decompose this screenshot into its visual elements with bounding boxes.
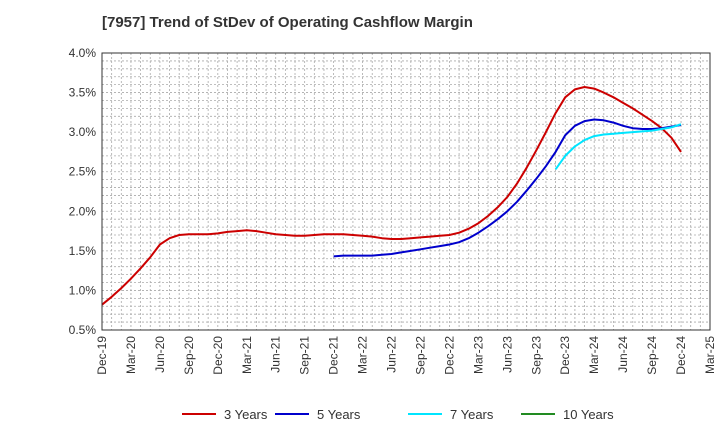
x-tick-label: Sep-24 (645, 336, 659, 375)
x-tick-label: Mar-25 (703, 336, 717, 374)
plot-border (101, 52, 711, 331)
x-tick-label: Jun-23 (500, 336, 514, 373)
x-tick-label: Sep-21 (298, 336, 312, 375)
x-tick-label: Sep-22 (413, 336, 427, 375)
y-tick-label: 3.0% (69, 125, 97, 139)
x-tick-label: Jun-24 (616, 336, 630, 373)
y-axis-ticks: 0.5% 1.0% 1.5% 2.0% 2.5% 3.0% 3.5% 4.0% (69, 46, 97, 337)
x-axis-ticks: Dec-19 Mar-20 Jun-20 Sep-20 Dec-20 Mar-21 Jun-… (95, 336, 717, 375)
y-tick-label: 2.0% (69, 204, 97, 218)
legend: 3 Years 5 Years 7 Years 10 Years (182, 407, 614, 422)
x-tick-label: Sep-20 (182, 336, 196, 375)
x-tick-label: Mar-24 (587, 336, 601, 374)
x-tick-label: Dec-24 (674, 336, 688, 375)
x-tick-label: Dec-23 (558, 336, 572, 375)
x-tick-label: Jun-20 (153, 336, 167, 373)
x-tick-label: Jun-21 (269, 336, 283, 373)
y-tick-label: 4.0% (69, 46, 97, 60)
series-line (101, 86, 682, 306)
legend-label: 10 Years (563, 407, 614, 422)
y-tick-label: 2.5% (69, 165, 97, 179)
x-tick-label: Dec-19 (95, 336, 109, 375)
y-tick-label: 3.5% (69, 86, 97, 100)
x-tick-label: Mar-22 (356, 336, 370, 374)
x-tick-label: Jun-22 (385, 336, 399, 373)
y-tick-label: 1.5% (69, 244, 97, 258)
plot-area (102, 53, 710, 330)
x-tick-label: Dec-20 (211, 336, 225, 375)
x-tick-label: Sep-23 (529, 336, 543, 375)
series-line (333, 118, 682, 258)
legend-label: 7 Years (450, 407, 494, 422)
chart-title: [7957] Trend of StDev of Operating Cashf… (102, 14, 473, 31)
grid-lines (102, 53, 710, 330)
series-line (554, 123, 682, 170)
x-tick-label: Mar-21 (240, 336, 254, 374)
legend-label: 3 Years (224, 407, 268, 422)
legend-label: 5 Years (317, 407, 361, 422)
x-tick-label: Mar-20 (124, 336, 138, 374)
y-tick-label: 1.0% (69, 283, 97, 297)
x-tick-label: Dec-22 (442, 336, 456, 375)
x-tick-label: Mar-23 (471, 336, 485, 374)
x-tick-label: Dec-21 (327, 336, 341, 375)
series-lines (101, 86, 682, 306)
y-tick-label: 0.5% (69, 323, 97, 337)
